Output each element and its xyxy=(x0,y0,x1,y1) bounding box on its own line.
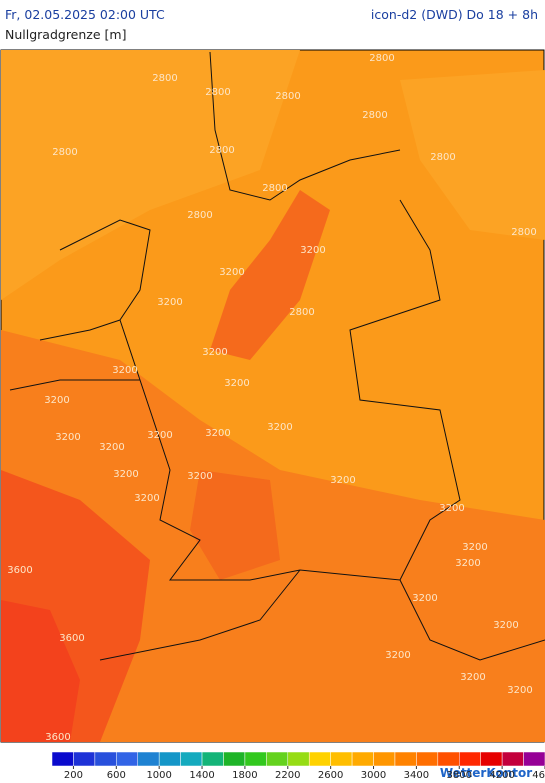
colorbar-swatch xyxy=(51,751,74,767)
colorbar-label: 200 xyxy=(64,770,83,781)
contour-label: 3200 xyxy=(300,245,325,256)
contour-label: 3200 xyxy=(157,297,182,308)
colorbar-swatch xyxy=(394,751,417,767)
contour-label: 2800 xyxy=(289,307,314,318)
colorbar-swatch xyxy=(94,751,117,767)
contour-label: 3600 xyxy=(45,732,70,743)
contour-label: 3200 xyxy=(507,685,532,696)
contour-label: 2800 xyxy=(511,227,536,238)
contour-label: 2800 xyxy=(275,91,300,102)
colorbar-swatch xyxy=(351,751,374,767)
region xyxy=(1,600,80,742)
contour-label: 3200 xyxy=(134,493,159,504)
contour-label: 3200 xyxy=(147,430,172,441)
colorbar-swatch xyxy=(330,751,353,767)
map xyxy=(0,49,545,743)
contour-label: 3200 xyxy=(112,365,137,376)
colorbar-swatch xyxy=(501,751,524,767)
colorbar-label: 3000 xyxy=(361,770,386,781)
region xyxy=(400,70,545,240)
colorbar-swatch xyxy=(480,751,503,767)
contour-label: 3200 xyxy=(202,347,227,358)
contour-label: 3600 xyxy=(7,565,32,576)
colorbar-label: 600 xyxy=(107,770,126,781)
colorbar-swatch xyxy=(459,751,481,767)
logo: WetterKontor xyxy=(440,766,532,780)
parameter: Nullgradgrenze [m] xyxy=(5,27,126,42)
colorbar-swatch xyxy=(244,751,267,767)
contour-label: 2800 xyxy=(362,110,387,121)
model: icon-d2 (DWD) Do 18 + 8h xyxy=(371,7,538,22)
contour-label: 3200 xyxy=(330,475,355,486)
colorbar-swatch xyxy=(266,751,289,767)
contour-label: 3200 xyxy=(462,542,487,553)
contour-label: 3200 xyxy=(44,395,69,406)
contour-label: 3200 xyxy=(205,428,230,439)
contour-label: 3200 xyxy=(113,469,138,480)
region xyxy=(190,470,280,580)
colorbar-swatch xyxy=(308,751,331,767)
region xyxy=(210,190,330,360)
colorbar-swatch xyxy=(223,751,246,767)
datetime: Fr, 02.05.2025 02:00 UTC xyxy=(5,7,165,22)
colorbar-swatch xyxy=(116,751,138,767)
contour-label: 2800 xyxy=(209,145,234,156)
contour-label: 2800 xyxy=(369,53,394,64)
colorbar-label: 1400 xyxy=(189,770,214,781)
colorbar-label: 4200 xyxy=(489,770,514,781)
colorbar-swatch xyxy=(287,751,310,767)
contour-label: 3200 xyxy=(385,650,410,661)
contour-label: 3200 xyxy=(224,378,249,389)
contour-label: 3200 xyxy=(439,503,464,514)
contour-label: 2800 xyxy=(205,87,230,98)
colorbar-swatch xyxy=(137,751,160,767)
contour-label: 2800 xyxy=(187,210,212,221)
contour-label: 3200 xyxy=(267,422,292,433)
borders xyxy=(9,51,545,661)
contour-label: 3200 xyxy=(55,432,80,443)
contour-label: 3200 xyxy=(493,620,518,631)
colorbar-swatch xyxy=(437,751,460,767)
colorbar-label: 1800 xyxy=(232,770,257,781)
colorbar-swatch xyxy=(523,751,545,767)
contour-label: 2800 xyxy=(262,183,287,194)
colorbar-swatch xyxy=(373,751,396,767)
contour-label: 3200 xyxy=(455,558,480,569)
contour-label: 3200 xyxy=(219,267,244,278)
colorbar-swatch xyxy=(73,751,96,767)
colorbar-label: 2600 xyxy=(318,770,343,781)
contour-label: 2800 xyxy=(430,152,455,163)
colorbar-swatch xyxy=(201,751,224,767)
colorbar-label: 3400 xyxy=(404,770,429,781)
contour-label: 3200 xyxy=(460,672,485,683)
colorbar-swatch xyxy=(158,751,181,767)
colorbar-label: 4600 xyxy=(532,770,545,781)
contour-label: 3200 xyxy=(99,442,124,453)
colorbar-label: 1000 xyxy=(146,770,171,781)
colorbar-swatch xyxy=(416,751,439,767)
colorbar-label: 2200 xyxy=(275,770,300,781)
contour-label: 3600 xyxy=(59,633,84,644)
contour-label: 2800 xyxy=(52,147,77,158)
contour-label: 2800 xyxy=(152,73,177,84)
colorbar-swatch xyxy=(180,751,203,767)
region xyxy=(1,50,300,300)
contour-label: 3200 xyxy=(412,593,437,604)
colorbar-label: 3800 xyxy=(447,770,472,781)
contour-label: 3200 xyxy=(187,471,212,482)
